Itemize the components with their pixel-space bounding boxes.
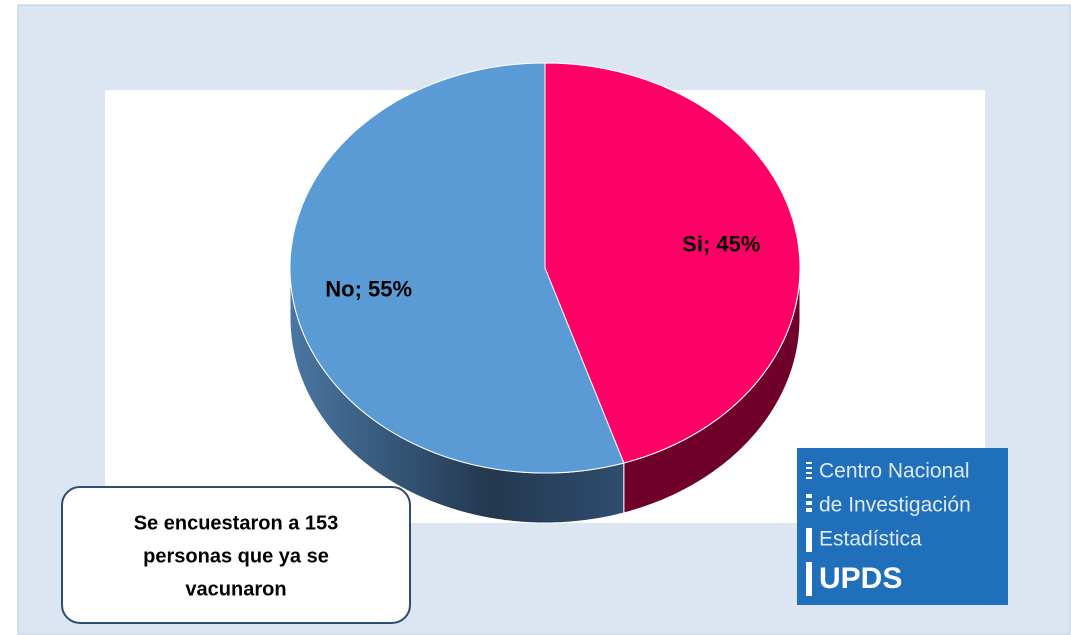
annotation-box [61, 486, 411, 624]
data-label: No; 55% [325, 276, 412, 301]
data-label: Si; 45% [682, 231, 760, 256]
logo-stripes [806, 462, 812, 596]
logo-background [797, 448, 1008, 605]
pie: SiNo [289, 62, 801, 524]
annotation-line: personas que ya se [143, 545, 329, 567]
logo-text: UPDS [819, 562, 902, 595]
logo-text: Estadística [819, 528, 922, 551]
slice: No [289, 62, 625, 474]
annotation-line: Se encuestaron a 153 [134, 512, 339, 534]
logo-text: de Investigación [819, 494, 971, 517]
slice: Si [544, 62, 801, 464]
logo-text: Centro Nacional [819, 460, 970, 483]
data-labels: Si; 45% No; 55% [325, 231, 760, 301]
annotation-line: vacunaron [185, 578, 286, 600]
